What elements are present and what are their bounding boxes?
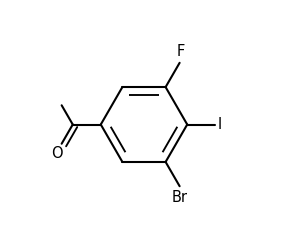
Text: F: F bbox=[177, 44, 185, 59]
Text: Br: Br bbox=[172, 190, 187, 205]
Text: I: I bbox=[218, 117, 222, 132]
Text: O: O bbox=[51, 146, 62, 161]
